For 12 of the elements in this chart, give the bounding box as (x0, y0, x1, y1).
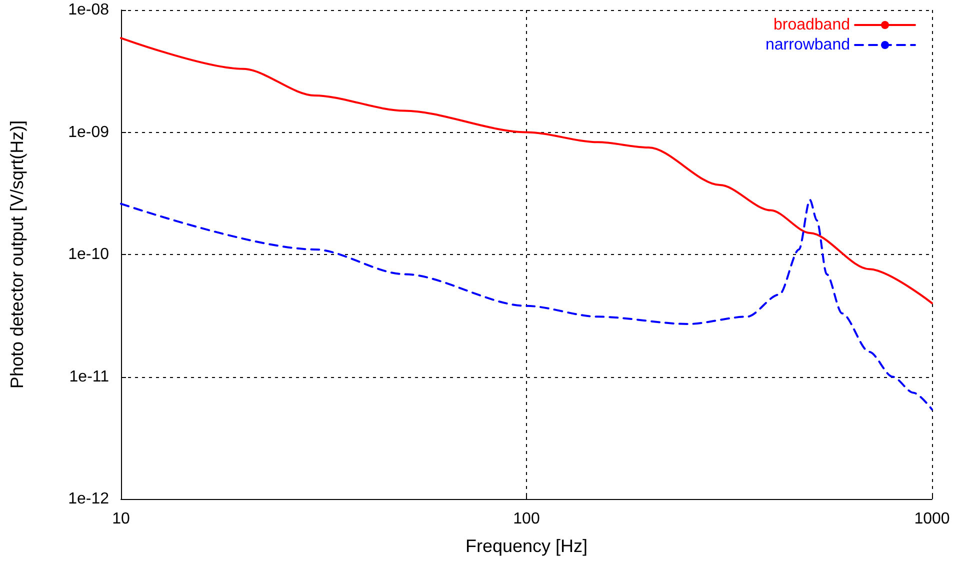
x-tick-label: 1000 (914, 510, 950, 528)
x-axis-title: Frequency [Hz] (465, 536, 588, 556)
y-axis-title: Photo detector output [V/sqrt(Hz)] (7, 120, 27, 389)
legend-label: narrowband (766, 36, 850, 54)
y-tick-label: 1e-12 (68, 490, 110, 508)
legend-label: broadband (773, 16, 850, 34)
x-tick-label: 10 (112, 510, 130, 528)
y-tick-label: 1e-09 (68, 124, 110, 141)
y-tick-label: 1e-11 (69, 368, 110, 386)
y-tick-label: 1e-10 (68, 246, 110, 263)
y-tick-label: 1e-08 (68, 2, 110, 18)
x-tick-label: 100 (513, 510, 540, 528)
